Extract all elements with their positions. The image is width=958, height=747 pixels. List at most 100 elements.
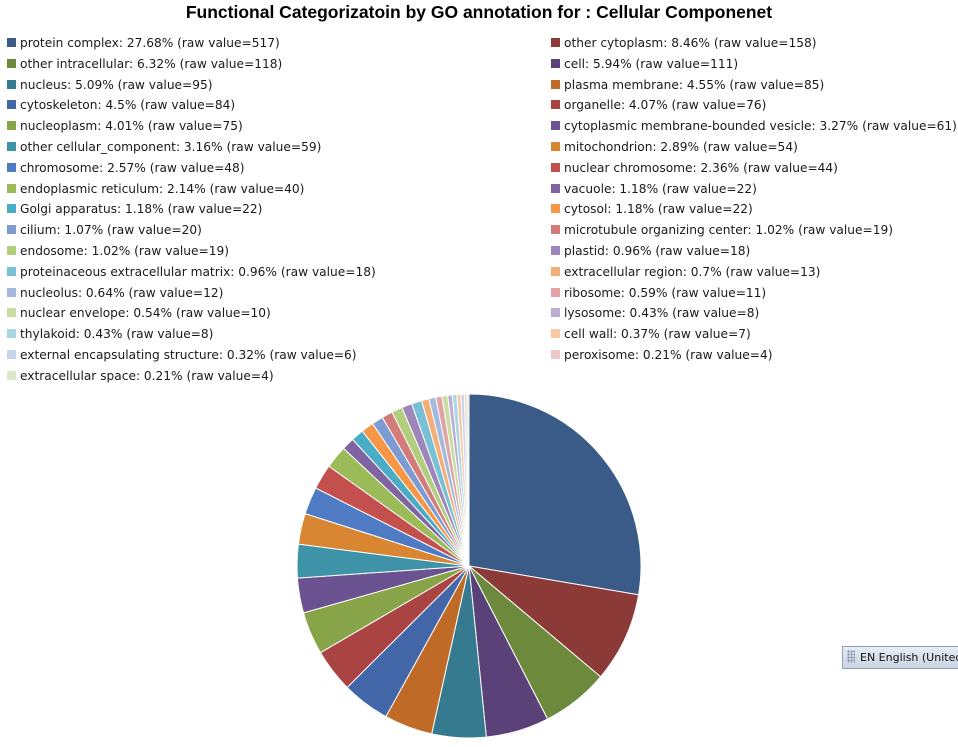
legend-label: nucleus: 5.09% (raw value=95) — [20, 77, 213, 92]
legend-label: plasma membrane: 4.55% (raw value=85) — [564, 77, 825, 92]
legend-swatch — [7, 245, 16, 255]
legend-label: other cytoplasm: 8.46% (raw value=158) — [564, 36, 817, 50]
legend-item: chromosome: 2.57% (raw value=48) — [7, 158, 376, 179]
legend-item: nucleolus: 0.64% (raw value=12) — [7, 283, 376, 304]
chart-title: Functional Categorizatoin by GO annotati… — [185, 2, 773, 22]
legend-item: organelle: 4.07% (raw value=76) — [551, 95, 957, 116]
legend-swatch — [551, 225, 560, 235]
legend-item: other cellular_component: 3.16% (raw val… — [7, 137, 376, 158]
legend-item: cell wall: 0.37% (raw value=7) — [551, 324, 957, 345]
legend-label: external encapsulating structure: 0.32% … — [20, 347, 357, 362]
legend-item: vacuole: 1.18% (raw value=22) — [551, 179, 957, 200]
legend-swatch — [7, 287, 16, 297]
legend-label: mitochondrion: 2.89% (raw value=54) — [564, 139, 798, 154]
legend-label: cell wall: 0.37% (raw value=7) — [564, 327, 751, 342]
legend-swatch — [7, 225, 16, 235]
legend-right-column: other cytoplasm: 8.46% (raw value=158) ce… — [551, 33, 957, 366]
legend-swatch — [551, 287, 560, 297]
legend-label: lysosome: 0.43% (raw value=8) — [564, 306, 760, 321]
legend-item: endoplasmic reticulum: 2.14% (raw value=… — [7, 179, 376, 200]
legend-label: Golgi apparatus: 1.18% (raw value=22) — [20, 202, 263, 217]
legend-label: endoplasmic reticulum: 2.14% (raw value=… — [20, 181, 305, 196]
legend-swatch — [551, 266, 560, 276]
legend-swatch — [551, 349, 560, 359]
legend-item: mitochondrion: 2.89% (raw value=54) — [551, 137, 957, 158]
legend-item: other intracellular: 6.32% (raw value=11… — [7, 54, 376, 75]
legend-swatch — [7, 266, 16, 276]
legend-item: plastid: 0.96% (raw value=18) — [551, 241, 957, 262]
legend-label: cell: 5.94% (raw value=111) — [564, 56, 739, 71]
legend-item: cilium: 1.07% (raw value=20) — [7, 220, 376, 241]
legend-item: ribosome: 0.59% (raw value=11) — [551, 283, 957, 304]
legend-label: plastid: 0.96% (raw value=18) — [564, 243, 751, 258]
pie-slice — [468, 393, 642, 596]
legend-item: lysosome: 0.43% (raw value=8) — [551, 303, 957, 324]
legend-label: vacuole: 1.18% (raw value=22) — [564, 181, 757, 196]
legend-item: thylakoid: 0.43% (raw value=8) — [7, 324, 376, 345]
legend-swatch — [7, 183, 16, 193]
pie-slice — [467, 565, 640, 678]
legend-item: nucleus: 5.09% (raw value=95) — [7, 75, 376, 96]
legend-label: endosome: 1.02% (raw value=19) — [20, 243, 230, 258]
legend-label: peroxisome: 0.21% (raw value=4) — [564, 347, 773, 362]
legend-swatch — [551, 58, 560, 68]
legend-item: proteinaceous extracellular matrix: 0.96… — [7, 262, 376, 283]
legend-swatch — [7, 121, 16, 131]
legend-swatch — [7, 79, 16, 89]
legend-label: nuclear envelope: 0.54% (raw value=10) — [20, 306, 271, 321]
legend-label: nuclear chromosome: 2.36% (raw value=44) — [564, 160, 838, 175]
legend-label: cytosol: 1.18% (raw value=22) — [564, 202, 753, 217]
legend-label: proteinaceous extracellular matrix: 0.96… — [20, 264, 376, 279]
legend-item: Golgi apparatus: 1.18% (raw value=22) — [7, 199, 376, 220]
language-bar[interactable]: EN English (United States) — [842, 646, 958, 669]
legend-swatch — [551, 183, 560, 193]
legend-swatch — [7, 100, 16, 110]
legend-swatch — [551, 141, 560, 151]
legend-swatch — [7, 141, 16, 151]
legend-swatch — [551, 204, 560, 214]
legend-label: cytoplasmic membrane-bounded vesicle: 3.… — [564, 119, 957, 134]
legend-swatch — [7, 162, 16, 172]
legend-swatch — [7, 58, 16, 68]
legend-label: nucleolus: 0.64% (raw value=12) — [20, 285, 224, 300]
legend-item: extracellular region: 0.7% (raw value=13… — [551, 262, 957, 283]
legend-label: other intracellular: 6.32% (raw value=11… — [20, 56, 283, 71]
legend-item: protein complex: 27.68% (raw value=517) — [7, 33, 376, 54]
legend-swatch — [7, 38, 16, 47]
legend-item: nucleoplasm: 4.01% (raw value=75) — [7, 116, 376, 137]
legend-item: cell: 5.94% (raw value=111) — [551, 54, 957, 75]
legend-swatch — [551, 79, 560, 89]
legend-label: microtubule organizing center: 1.02% (ra… — [564, 223, 893, 238]
legend-swatch — [7, 329, 16, 339]
legend-swatch — [551, 245, 560, 255]
legend-swatch — [7, 370, 16, 380]
legend-left-column: protein complex: 27.68% (raw value=517) o… — [7, 33, 376, 387]
legend-label: cilium: 1.07% (raw value=20) — [20, 223, 202, 238]
legend-swatch — [551, 329, 560, 339]
legend-swatch — [551, 162, 560, 172]
legend-label: extracellular space: 0.21% (raw value=4) — [20, 368, 274, 383]
legend-label: other cellular_component: 3.16% (raw val… — [20, 139, 322, 154]
legend-label: thylakoid: 0.43% (raw value=8) — [20, 327, 214, 342]
legend-item: nuclear envelope: 0.54% (raw value=10) — [7, 303, 376, 324]
pie-slice — [466, 393, 470, 567]
legend-item: cytoskeleton: 4.5% (raw value=84) — [7, 95, 376, 116]
language-indicator[interactable]: EN English (United States) — [860, 651, 958, 664]
legend-item: external encapsulating structure: 0.32% … — [7, 345, 376, 366]
legend-item: endosome: 1.02% (raw value=19) — [7, 241, 376, 262]
legend-swatch — [551, 38, 560, 47]
legend-label: extracellular region: 0.7% (raw value=13… — [564, 264, 821, 279]
legend-swatch — [551, 100, 560, 110]
legend-label: organelle: 4.07% (raw value=76) — [564, 98, 767, 113]
legend-item: microtubule organizing center: 1.02% (ra… — [551, 220, 957, 241]
legend-item: cytosol: 1.18% (raw value=22) — [551, 199, 957, 220]
legend-label: protein complex: 27.68% (raw value=517) — [20, 36, 280, 50]
legend-label: cytoskeleton: 4.5% (raw value=84) — [20, 98, 236, 113]
grip-icon — [847, 650, 855, 663]
legend-swatch — [551, 121, 560, 131]
legend-swatch — [551, 308, 560, 318]
legend-item: extracellular space: 0.21% (raw value=4) — [7, 366, 376, 387]
legend-item: peroxisome: 0.21% (raw value=4) — [551, 345, 957, 366]
legend-item: cytoplasmic membrane-bounded vesicle: 3.… — [551, 116, 957, 137]
legend-swatch — [7, 204, 16, 214]
